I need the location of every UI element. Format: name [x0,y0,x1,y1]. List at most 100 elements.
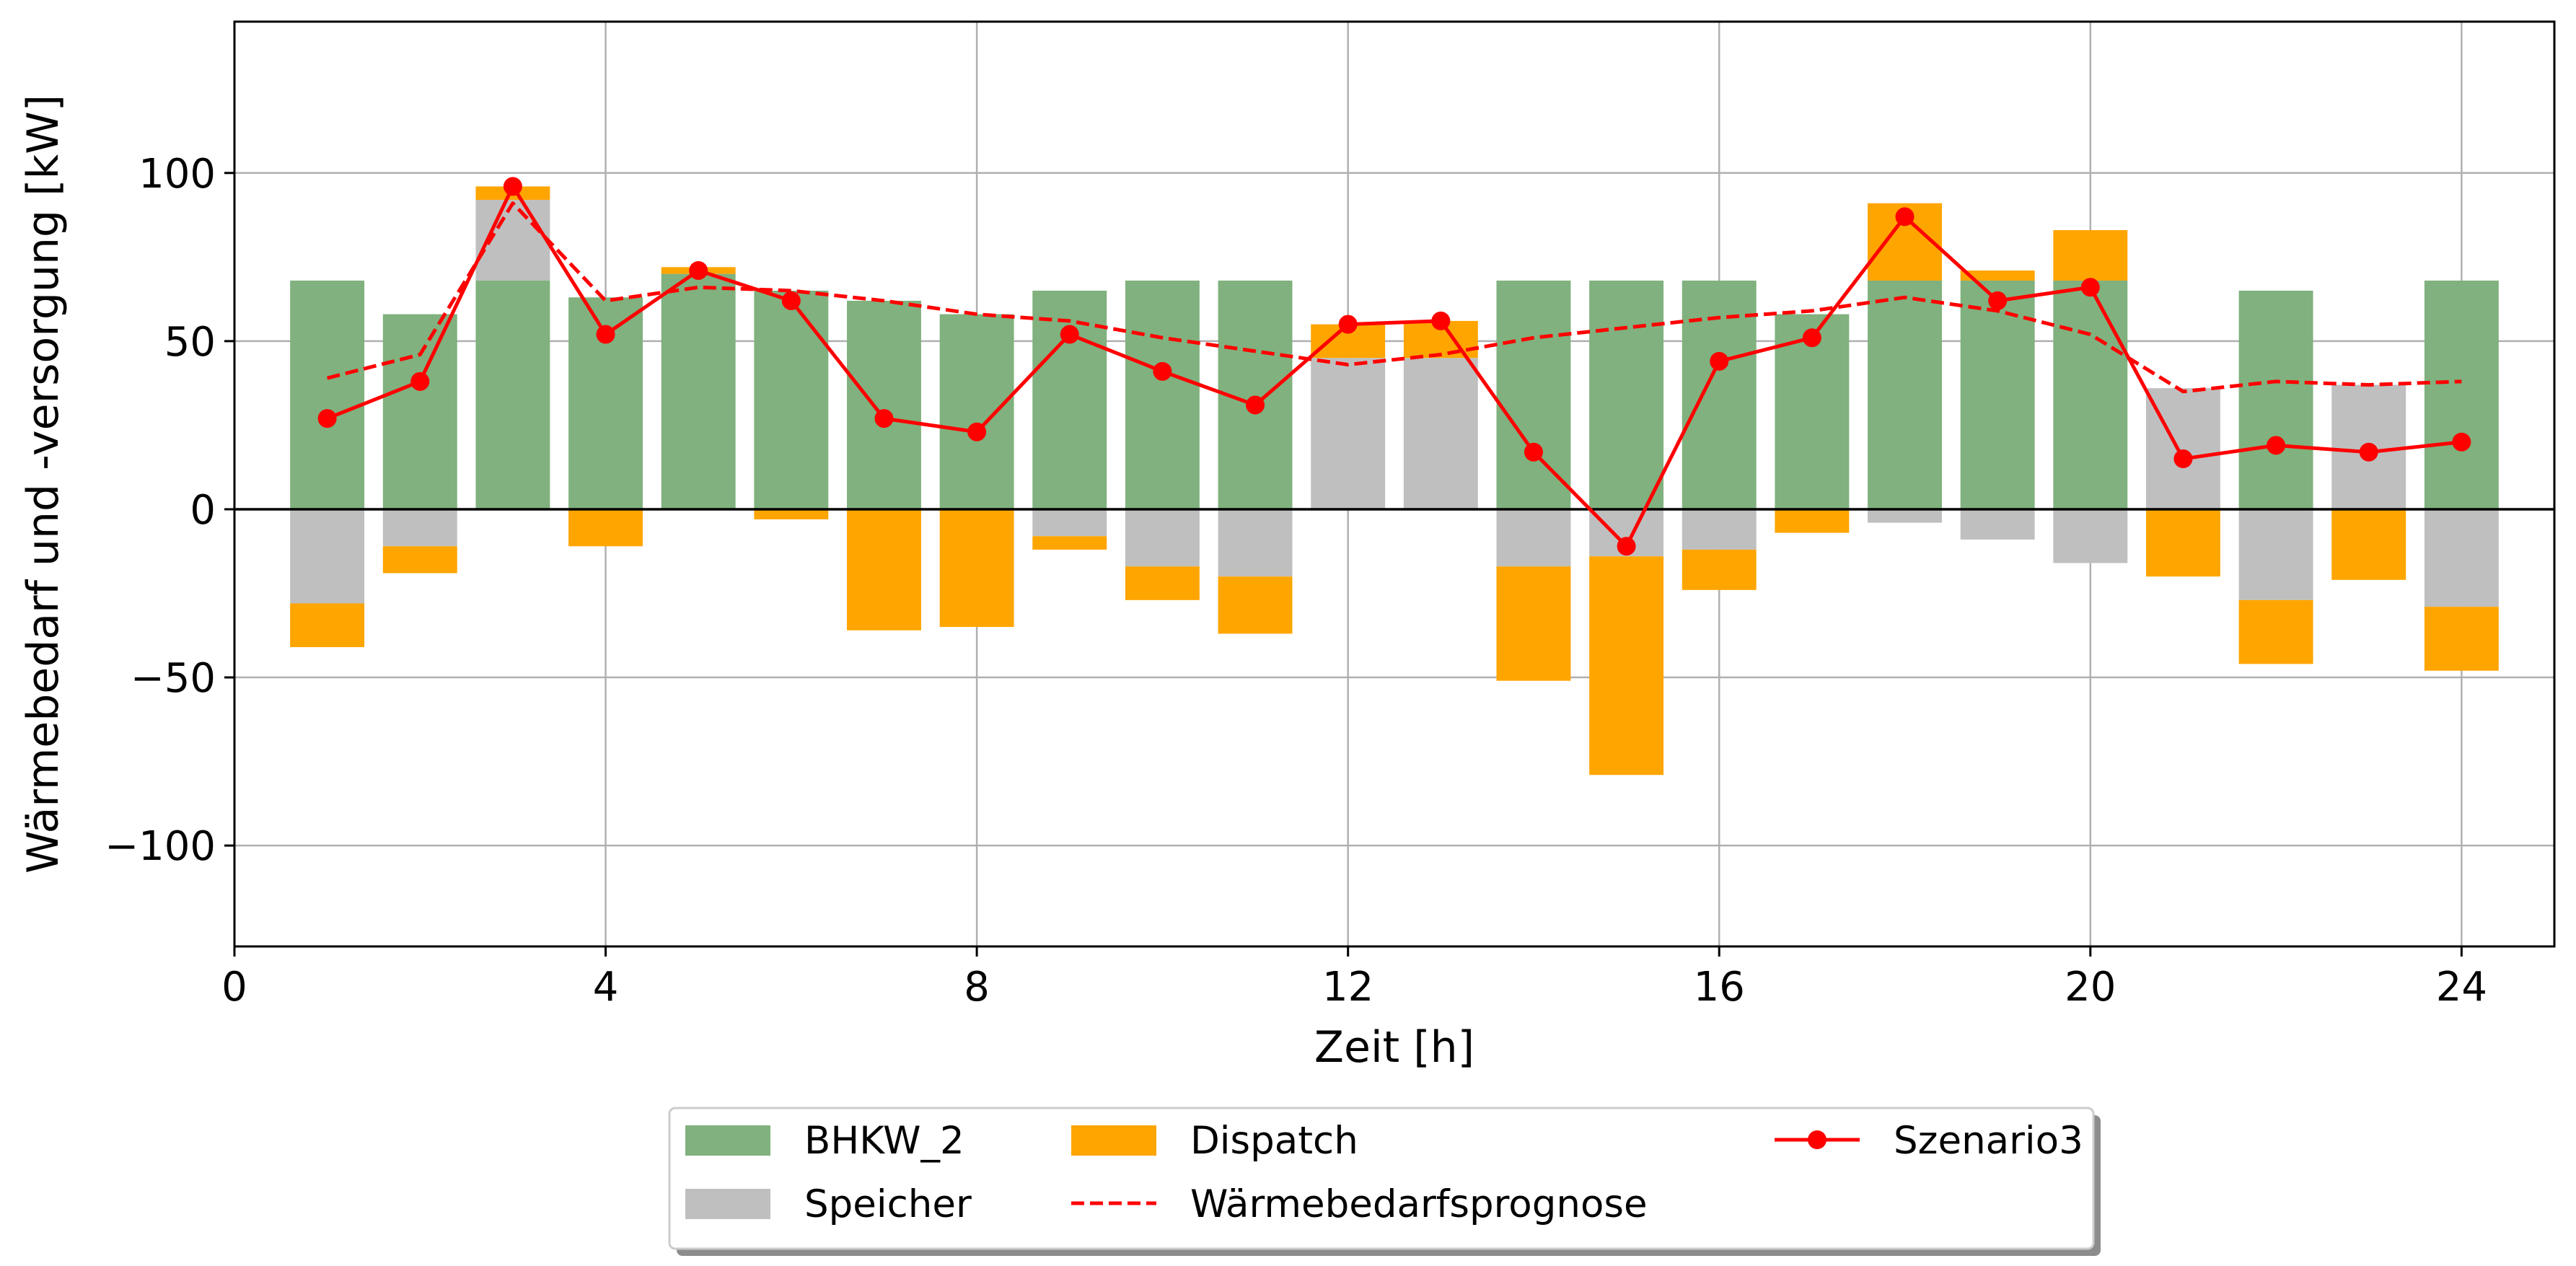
legend: BHKW_2 Speicher Dispatch Wärmebedarfsprogno… [668,1107,2101,1256]
bar-bhkw-2 [1960,280,2035,509]
legend-label-bhkw-2: BHKW_2 [804,1119,964,1163]
legend-marker-szenario3 [1808,1130,1827,1149]
markers [317,177,2471,556]
y-tick-label: −100 [105,823,216,870]
y-axis-label: Wärmebedarf und -versorgung [kW] [18,94,69,874]
bar-dispatch [1960,270,2035,281]
plot-frame [233,20,2556,948]
bar-speicher [2424,509,2499,607]
marker-szenario3 [1338,315,1358,334]
marker-szenario3 [2359,442,2378,462]
bar-bhkw-2 [2053,280,2128,509]
bar-speicher [1311,358,1386,509]
marker-szenario3 [503,177,522,196]
marker-szenario3 [410,372,430,391]
marker-szenario3 [2080,278,2100,297]
legend-swatch-speicher [685,1189,770,1219]
bar-bhkw-2 [1589,280,1664,509]
bar-bhkw-2 [1125,280,1200,509]
bar-dispatch [382,546,457,573]
line-szenario3 [326,184,2462,548]
bar-dispatch [939,509,1014,628]
bar-bhkw-2 [1868,280,1942,509]
bar-dispatch [847,509,921,630]
bar-bhkw-2 [382,314,457,509]
bar-speicher [1496,509,1571,567]
ticks: 0 4 8 12 16 20 24 −100 −50 0 50 100 [105,151,2487,1011]
x-tick-label: 16 [1694,964,1745,1011]
y-tick-label: 50 [164,319,216,366]
x-tick-label: 8 [964,964,990,1011]
bar-bhkw-2 [1496,280,1571,509]
lines [326,184,2462,548]
bar-bhkw-2 [475,280,550,509]
legend-label-dispatch: Dispatch [1190,1119,1358,1163]
marker-szenario3 [2267,436,2286,455]
bar-dispatch [2145,509,2220,577]
marker-szenario3 [1895,207,1915,227]
marker-szenario3 [781,291,801,310]
marker-szenario3 [874,409,894,428]
legend-box [668,1107,2095,1250]
y-tick-label: 100 [139,151,216,198]
marker-szenario3 [1710,351,1729,371]
legend-label-speicher: Speicher [804,1182,972,1226]
bar-dispatch [754,509,829,519]
bar-bhkw-2 [847,300,921,509]
marker-szenario3 [2173,449,2193,469]
bar-dispatch [1589,556,1664,775]
legend-label-szenario3: Szenario3 [1894,1119,2083,1163]
marker-szenario3 [967,422,987,441]
bar-bhkw-2 [2424,280,2499,509]
marker-szenario3 [1153,361,1172,381]
bar-dispatch [2053,230,2128,281]
y-tick-label: 0 [190,487,216,534]
bar-dispatch [1032,536,1107,550]
marker-szenario3 [317,409,337,428]
bar-dispatch [568,509,643,547]
bar-dispatch [1496,566,1571,681]
bar-speicher [1125,509,1200,567]
marker-szenario3 [1524,442,1543,462]
legend-swatch-dispatch [1071,1125,1156,1156]
marker-szenario3 [1060,325,1079,344]
bar-dispatch [2331,509,2406,580]
marker-szenario3 [1246,395,1265,415]
x-tick-label: 20 [2065,964,2116,1011]
bar-speicher [1218,509,1293,577]
bar-bhkw-2 [1032,290,1107,509]
bar-speicher [290,509,365,604]
x-tick-label: 4 [593,964,619,1011]
x-tick-label: 0 [221,964,247,1011]
bar-dispatch [290,603,365,648]
marker-szenario3 [596,325,615,344]
bar-speicher [1403,358,1478,509]
line-w-rmebedarfsprognose [327,201,2462,394]
marker-szenario3 [1431,311,1451,330]
bar-dispatch [1218,576,1293,634]
bar-speicher [382,509,457,547]
bar-dispatch [2424,607,2499,671]
bar-dispatch [2238,599,2313,664]
legend-swatch-bhkw-2 [685,1125,770,1156]
bar-bhkw-2 [939,314,1014,509]
bar-speicher [1868,509,1942,523]
bar-speicher [1032,509,1107,537]
x-tick-label: 24 [2436,964,2487,1011]
bars [290,186,2499,775]
bar-dispatch [1125,566,1200,600]
marker-szenario3 [1802,328,1821,348]
y-tick-label: −50 [131,655,216,702]
bar-speicher [1960,509,2035,540]
bar-speicher [1682,509,1757,550]
bar-speicher [2053,509,2128,563]
bar-bhkw-2 [2238,290,2313,509]
marker-szenario3 [689,260,708,280]
x-tick-label: 12 [1322,964,1373,1011]
x-axis-label: Zeit [h] [1314,1022,1474,1073]
bar-bhkw-2 [661,273,736,509]
bar-bhkw-2 [754,290,829,509]
bar-speicher [2238,509,2313,600]
bar-bhkw-2 [290,280,365,509]
